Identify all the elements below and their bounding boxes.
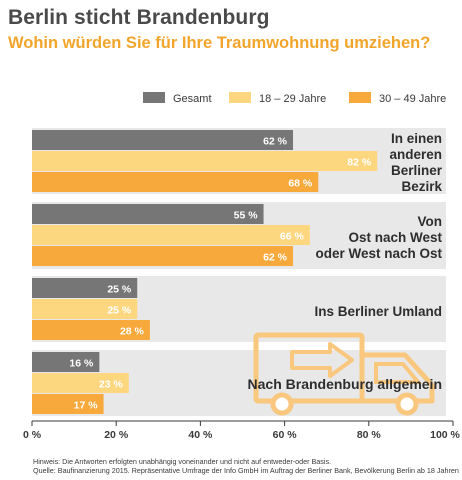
category-label-line: In einen: [391, 131, 442, 146]
bar-gesamt-3: [32, 278, 138, 298]
value-label-age-18-29-1: 82 %: [347, 157, 372, 169]
bar-age-18-29-2: [32, 225, 310, 245]
legend-label-age-30-49: 30 – 49 Jahre: [379, 93, 446, 105]
category-label-line: oder West nach Ost: [315, 246, 442, 261]
legend-label-gesamt: Gesamt: [173, 93, 212, 105]
bars: 62 % 82 % 68 % 55 % 66 % 62 % 25 % 25 % 28 % 16 %…: [32, 130, 378, 414]
category-label-2: Von Ost nach West oder West nach Ost: [315, 214, 442, 261]
category-label-line: Berliner: [391, 163, 443, 178]
bar-gesamt-1: [32, 130, 294, 150]
bar-age-18-29-1: [32, 151, 378, 171]
category-label-1: In einen anderen Berliner Bezirk: [389, 131, 442, 194]
truck-wheel-rear: [270, 392, 294, 416]
legend-swatch-age-18-29: [229, 92, 251, 103]
value-label-gesamt-3: 25 %: [107, 284, 132, 296]
value-label-age-30-49-4: 17 %: [74, 400, 99, 412]
x-axis: 0 % 20 % 40 % 60 % 80 % 100 %: [23, 420, 461, 441]
x-tick-label-60: 60 %: [273, 429, 298, 441]
value-label-gesamt-4: 16 %: [69, 358, 94, 370]
value-label-age-30-49-1: 68 %: [288, 178, 313, 190]
category-label-3: Ins Berliner Umland: [314, 304, 442, 319]
value-label-gesamt-2: 55 %: [234, 210, 259, 222]
category-label-line: Ost nach West: [348, 230, 442, 245]
bar-age-30-49-3: [32, 320, 150, 340]
x-tick-label-0: 0 %: [23, 429, 42, 441]
category-labels: In einen anderen Berliner Bezirk Von Ost nach…: [248, 131, 443, 392]
value-label-age-18-29-3: 25 %: [107, 305, 132, 317]
footnote-source: Quelle: Baufinanzierung 2015. Repräsenta…: [33, 466, 459, 475]
category-label-line: Bezirk: [401, 179, 442, 194]
x-tick-label-40: 40 %: [188, 429, 213, 441]
bar-age-18-29-3: [32, 299, 138, 319]
category-label-4: Nach Brandenburg allgemein: [248, 376, 442, 392]
value-label-age-18-29-2: 66 %: [280, 231, 305, 243]
legend-swatch-age-30-49: [349, 92, 371, 103]
truck-icon: [253, 332, 435, 416]
value-label-age-30-49-3: 28 %: [120, 326, 145, 338]
footnote-note: Hinweis: Die Antworten erfolgten unabhän…: [33, 457, 332, 466]
legend-swatch-gesamt: [143, 92, 165, 103]
chart-subtitle: Wohin würden Sie für Ihre Traumwohnung u…: [8, 34, 431, 52]
bar-gesamt-2: [32, 204, 264, 224]
category-label-line: Von: [418, 214, 443, 229]
truck-wheel-front: [395, 392, 419, 416]
legend-label-age-18-29: 18 – 29 Jahre: [259, 93, 326, 105]
legend: Gesamt 18 – 29 Jahre 30 – 49 Jahre: [143, 92, 446, 105]
truck-body: [253, 332, 365, 404]
bar-age-30-49-2: [32, 246, 294, 266]
value-label-gesamt-1: 62 %: [263, 136, 288, 148]
x-tick-label-100: 100 %: [430, 429, 460, 441]
x-tick-label-80: 80 %: [357, 429, 382, 441]
x-tick-label-20: 20 %: [104, 429, 129, 441]
bar-age-30-49-1: [32, 172, 319, 192]
category-label-line: Ins Berliner Umland: [314, 304, 442, 319]
bar-age-30-49-4: [32, 394, 104, 414]
category-label-line: Nach Brandenburg allgemein: [248, 376, 442, 392]
arrow-right-icon: [290, 342, 354, 378]
category-label-line: anderen: [389, 147, 442, 162]
truck-window: [374, 362, 423, 384]
value-label-age-18-29-4: 23 %: [99, 379, 124, 391]
value-label-age-30-49-2: 62 %: [263, 252, 288, 264]
bar-gesamt-4: [32, 352, 100, 372]
bar-age-18-29-4: [32, 373, 129, 393]
chart-title: Berlin sticht Brandenburg: [8, 6, 270, 29]
category-bands: [32, 128, 446, 416]
